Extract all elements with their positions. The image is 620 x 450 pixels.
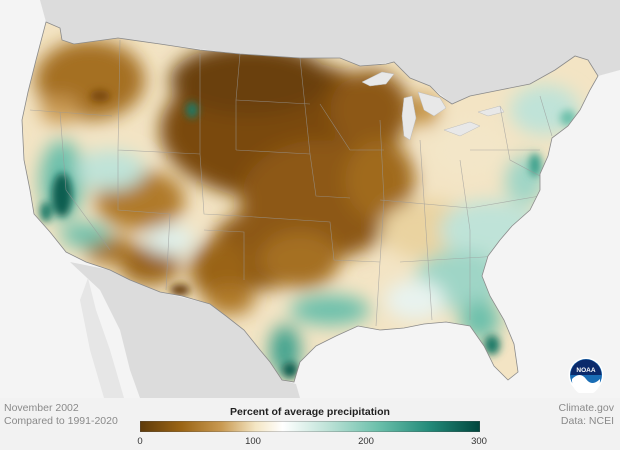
- legend-tick-200: 200: [358, 436, 374, 447]
- legend-tick-0: 0: [137, 436, 143, 447]
- noaa-logo: NOAA: [568, 357, 604, 393]
- source-data: Data: NCEI: [560, 414, 614, 427]
- map-caption: November 2002 Compared to 1991-2020: [4, 402, 118, 427]
- legend-title: Percent of average precipitation: [230, 406, 390, 418]
- legend-tick-100: 100: [245, 436, 261, 447]
- source-site: Climate.gov: [558, 402, 614, 414]
- source-credits: Climate.gov Data: NCEI: [559, 402, 614, 427]
- noaa-logo-text: NOAA: [576, 367, 595, 374]
- legend-tick-300: 300: [471, 436, 487, 447]
- period-label: November 2002: [4, 402, 79, 414]
- baseline-label: Compared to 1991-2020: [4, 414, 118, 427]
- precipitation-map: [0, 0, 620, 398]
- legend-color-bar: [140, 421, 480, 432]
